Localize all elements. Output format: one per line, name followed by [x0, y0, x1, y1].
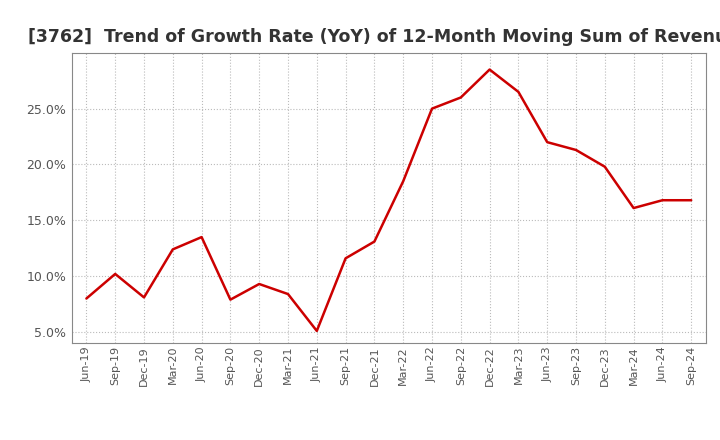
Title: [3762]  Trend of Growth Rate (YoY) of 12-Month Moving Sum of Revenues: [3762] Trend of Growth Rate (YoY) of 12-…	[28, 28, 720, 46]
